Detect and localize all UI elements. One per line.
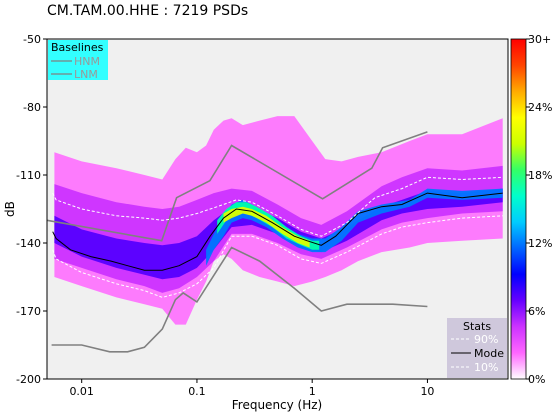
y-tick-label: -110 bbox=[16, 169, 41, 182]
colorbar bbox=[510, 38, 527, 380]
legend-entry-10: 10% bbox=[474, 361, 498, 374]
chart-title: CM.TAM.00.HHE : 7219 PSDs bbox=[47, 3, 248, 19]
y-axis-label: dB bbox=[3, 201, 17, 217]
x-tick-label: 1 bbox=[309, 385, 316, 398]
colorbar-tick-label: 18% bbox=[528, 169, 552, 182]
stats-legend-title: Stats bbox=[463, 320, 491, 333]
series-lnm bbox=[51, 246, 428, 353]
colorbar-tick-label: 12% bbox=[528, 237, 552, 250]
x-tick-label: 0.01 bbox=[69, 385, 94, 398]
x-tick-label: 10 bbox=[420, 385, 434, 398]
baselines-legend: Baselines HNM LNM bbox=[48, 40, 108, 81]
density-bands bbox=[54, 116, 503, 325]
plot-frame bbox=[46, 38, 509, 380]
x-axis-label: Frequency (Hz) bbox=[232, 398, 323, 412]
series-10pct bbox=[52, 215, 503, 298]
legend-entry-90: 90% bbox=[474, 333, 498, 346]
series-90pct bbox=[52, 176, 503, 237]
y-axis: -50 -80 -110 -140 -170 -200 bbox=[16, 33, 47, 386]
colorbar-tick-label: 6% bbox=[528, 305, 545, 318]
y-tick-label: -50 bbox=[23, 33, 41, 46]
baselines-legend-title: Baselines bbox=[51, 41, 104, 54]
series-mode bbox=[52, 192, 503, 271]
legend-entry-hnm: HNM bbox=[74, 55, 100, 68]
colorbar-tick-label: 0% bbox=[528, 373, 545, 386]
stats-legend: Stats 90% Mode 10% bbox=[447, 318, 507, 378]
series-hnm bbox=[47, 131, 428, 242]
y-tick-label: -200 bbox=[16, 373, 41, 386]
x-axis: 0.01 0.1 1 10 bbox=[69, 379, 434, 398]
legend-entry-mode: Mode bbox=[474, 347, 504, 360]
series-lines bbox=[47, 131, 503, 353]
colorbar-tick-label: 30+ bbox=[528, 33, 551, 46]
x-tick-label: 0.1 bbox=[188, 385, 206, 398]
colorbar-ticks: 0% 6% 12% 18% 24% 30+ bbox=[526, 33, 552, 386]
y-tick-label: -80 bbox=[23, 101, 41, 114]
colorbar-tick-label: 24% bbox=[528, 101, 552, 114]
y-tick-label: -170 bbox=[16, 305, 41, 318]
legend-entry-lnm: LNM bbox=[74, 68, 98, 81]
y-tick-label: -140 bbox=[16, 237, 41, 250]
density-band-5 bbox=[223, 206, 310, 248]
